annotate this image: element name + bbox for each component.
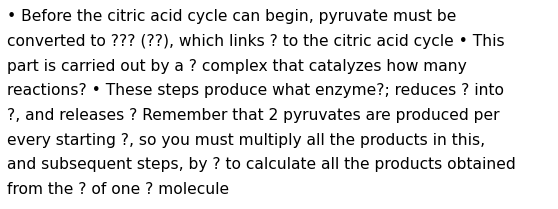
Text: from the ? of one ? molecule: from the ? of one ? molecule [7,182,229,197]
Text: ?, and releases ? Remember that 2 pyruvates are produced per: ?, and releases ? Remember that 2 pyruva… [7,108,499,123]
Text: and subsequent steps, by ? to calculate all the products obtained: and subsequent steps, by ? to calculate … [7,157,516,172]
Text: converted to ??? (??), which links ? to the citric acid cycle • This: converted to ??? (??), which links ? to … [7,34,504,49]
Text: every starting ?, so you must multiply all the products in this,: every starting ?, so you must multiply a… [7,133,485,148]
Text: reactions? • These steps produce what enzyme?; reduces ? into: reactions? • These steps produce what en… [7,83,504,98]
Text: part is carried out by a ? complex that catalyzes how many: part is carried out by a ? complex that … [7,59,466,74]
Text: • Before the citric acid cycle can begin, pyruvate must be: • Before the citric acid cycle can begin… [7,9,456,24]
